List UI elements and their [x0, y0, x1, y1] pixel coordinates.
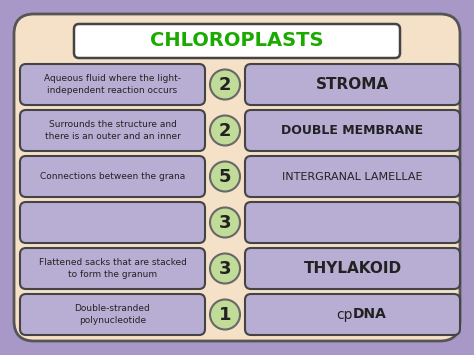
FancyBboxPatch shape	[245, 202, 460, 243]
FancyBboxPatch shape	[20, 64, 205, 105]
FancyBboxPatch shape	[245, 110, 460, 151]
Text: CHLOROPLASTS: CHLOROPLASTS	[150, 32, 324, 50]
Text: cp: cp	[336, 307, 353, 322]
FancyBboxPatch shape	[245, 294, 460, 335]
Text: 5: 5	[219, 168, 231, 186]
Text: 1: 1	[219, 306, 231, 323]
FancyBboxPatch shape	[245, 248, 460, 289]
FancyBboxPatch shape	[20, 110, 205, 151]
Text: INTERGRANAL LAMELLAE: INTERGRANAL LAMELLAE	[282, 171, 423, 181]
FancyBboxPatch shape	[20, 294, 205, 335]
FancyBboxPatch shape	[14, 14, 460, 341]
Circle shape	[210, 115, 240, 146]
Circle shape	[210, 162, 240, 191]
FancyBboxPatch shape	[20, 202, 205, 243]
Text: Surrounds the structure and
there is an outer and an inner: Surrounds the structure and there is an …	[45, 120, 181, 141]
Text: DNA: DNA	[353, 307, 386, 322]
Text: 2: 2	[219, 121, 231, 140]
Circle shape	[210, 208, 240, 237]
Circle shape	[210, 70, 240, 99]
Text: Aqueous fluid where the light-
independent reaction occurs: Aqueous fluid where the light- independe…	[44, 75, 181, 94]
Text: 2: 2	[219, 76, 231, 93]
FancyBboxPatch shape	[245, 64, 460, 105]
Circle shape	[210, 300, 240, 329]
Text: DOUBLE MEMBRANE: DOUBLE MEMBRANE	[282, 124, 424, 137]
FancyBboxPatch shape	[74, 24, 400, 58]
Text: Flattened sacks that are stacked
to form the granum: Flattened sacks that are stacked to form…	[38, 258, 186, 279]
FancyBboxPatch shape	[20, 248, 205, 289]
Circle shape	[210, 253, 240, 284]
FancyBboxPatch shape	[20, 156, 205, 197]
Text: STROMA: STROMA	[316, 77, 389, 92]
Text: 3: 3	[219, 260, 231, 278]
Text: Connections between the grana: Connections between the grana	[40, 172, 185, 181]
Text: Double-stranded
polynucleotide: Double-stranded polynucleotide	[74, 305, 150, 324]
Text: THYLAKOID: THYLAKOID	[303, 261, 401, 276]
Text: 3: 3	[219, 213, 231, 231]
FancyBboxPatch shape	[245, 156, 460, 197]
